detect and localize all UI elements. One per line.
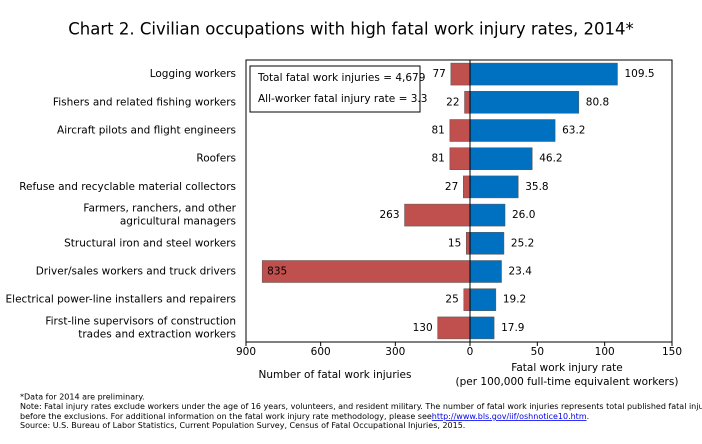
- category-label: agricultural managers: [120, 216, 236, 228]
- bar: [464, 91, 471, 114]
- category-label: Refuse and recyclable material collector…: [19, 181, 236, 193]
- value-label: 835: [267, 266, 287, 278]
- x2-tick-label: 150: [662, 346, 682, 358]
- bar: [449, 147, 471, 170]
- annotation: Total fatal work injuries = 4,679: [257, 72, 425, 84]
- value-label: 109.5: [624, 68, 654, 80]
- value-label: 15: [448, 237, 461, 249]
- value-label: 130: [413, 322, 433, 334]
- value-label: 26.0: [512, 209, 535, 221]
- bar: [469, 62, 618, 86]
- value-label: 81: [431, 153, 444, 165]
- value-label: 19.2: [503, 294, 526, 306]
- bar: [469, 119, 556, 142]
- annotation-box: [249, 65, 421, 113]
- footnote-text: before the exclusions. For additional in…: [20, 412, 432, 421]
- bar: [261, 260, 471, 283]
- bar: [469, 260, 502, 283]
- value-label: 23.4: [509, 266, 533, 278]
- annotation: All-worker fatal injury rate = 3.3: [258, 93, 427, 105]
- value-label: 80.8: [586, 96, 609, 108]
- category-label: First-line supervisors of construction: [45, 315, 236, 327]
- category-label: Driver/sales workers and truck drivers: [36, 266, 236, 278]
- value-label: 25: [445, 294, 458, 306]
- x2-tick-label: 100: [595, 346, 615, 358]
- value-label: 27: [445, 181, 458, 193]
- bar: [469, 288, 497, 311]
- x-axis-label: Number of fatal work injuries: [259, 369, 412, 381]
- footnote: *Data for 2014 are preliminary.: [20, 393, 145, 402]
- value-label: 17.9: [501, 322, 524, 334]
- bar: [469, 232, 505, 255]
- x2-axis-label: Fatal work injury rate: [511, 362, 622, 374]
- value-label: 46.2: [539, 153, 562, 165]
- bar: [469, 203, 506, 227]
- category-label: Structural iron and steel workers: [64, 237, 236, 249]
- bar: [449, 119, 471, 142]
- bar: [450, 62, 471, 86]
- bar: [466, 232, 471, 255]
- footnote: Source: U.S. Bureau of Labor Statistics,…: [20, 421, 465, 430]
- footnote: Note: Fatal injury rates exclude workers…: [20, 402, 702, 411]
- x-tick-label: 600: [311, 346, 331, 358]
- footnote-link[interactable]: http://www.bls.gov/iif/oshnotice10.htm: [432, 412, 587, 421]
- bar: [404, 203, 471, 227]
- bar: [469, 91, 580, 114]
- value-label: 25.2: [511, 237, 534, 249]
- bar: [463, 175, 471, 199]
- category-label: Fishers and related fishing workers: [53, 96, 236, 108]
- x-tick-label: 900: [236, 346, 256, 358]
- bar: [469, 175, 519, 199]
- value-label: 63.2: [562, 125, 585, 137]
- bar: [463, 288, 471, 311]
- category-label: Farmers, ranchers, and other: [83, 203, 236, 215]
- category-label: trades and extraction workers: [78, 328, 236, 340]
- value-label: 81: [431, 125, 444, 137]
- value-label: 77: [432, 68, 445, 80]
- footnote-text: .: [587, 412, 590, 421]
- category-label: Electrical power-line installers and rep…: [6, 294, 236, 306]
- plot-frame: [245, 59, 673, 343]
- bar: [469, 147, 533, 170]
- value-label: 35.8: [525, 181, 548, 193]
- x2-tick-label: 50: [531, 346, 544, 358]
- x2-tick-label: 0: [467, 346, 474, 358]
- bar: [437, 316, 471, 340]
- footnote: before the exclusions. For additional in…: [20, 412, 589, 421]
- value-label: 22: [446, 96, 459, 108]
- x-tick-label: 300: [385, 346, 405, 358]
- x2-axis-unit: (per 100,000 full-time equivalent worker…: [456, 376, 679, 388]
- category-label: Roofers: [196, 153, 236, 165]
- value-label: 263: [379, 209, 399, 221]
- category-label: Aircraft pilots and flight engineers: [57, 125, 236, 137]
- bar: [469, 316, 495, 340]
- category-label: Logging workers: [150, 68, 236, 80]
- chart-title: Chart 2. Civilian occupations with high …: [68, 20, 633, 39]
